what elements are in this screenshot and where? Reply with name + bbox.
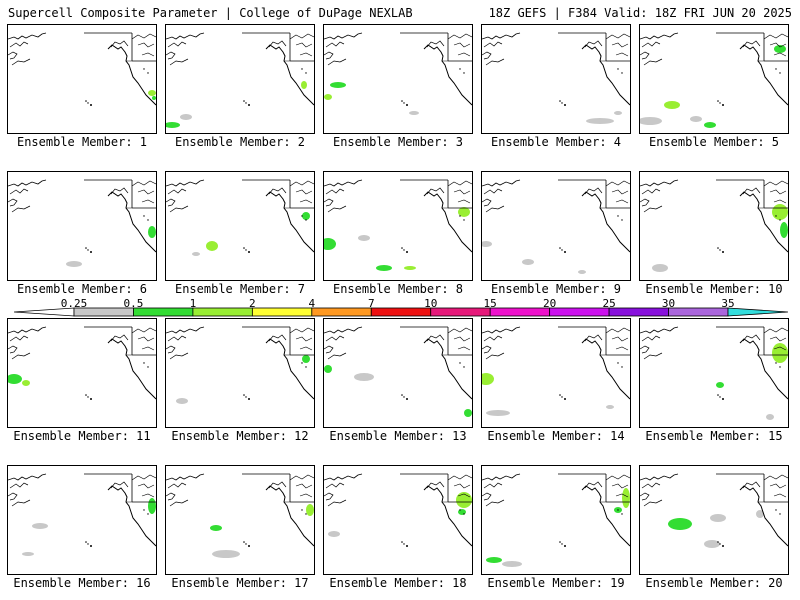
map-view (166, 32, 314, 128)
ensemble-member-map (7, 465, 157, 575)
map-view (166, 326, 314, 404)
colorbar-segment (311, 307, 372, 317)
ensemble-member-label: Ensemble Member: 17 (171, 576, 309, 590)
colorbar-segment (192, 307, 253, 317)
ensemble-member-label: Ensemble Member: 20 (645, 576, 783, 590)
ensemble-member-map (639, 24, 789, 134)
colorbar-tick-label: 20 (543, 297, 557, 310)
ensemble-member-map (481, 318, 631, 428)
ensemble-member-label: Ensemble Member: 15 (645, 429, 783, 443)
map-view (640, 32, 788, 128)
map-view (324, 326, 472, 417)
ensemble-member-map (639, 171, 789, 281)
colorbar-tick-label: 30 (661, 297, 676, 310)
colorbar-segment (608, 307, 669, 317)
ensemble-member-map (481, 465, 631, 575)
ensemble-member-map (165, 465, 315, 575)
ensemble-member-label: Ensemble Member: 3 (332, 135, 464, 149)
colorbar-tick-label: 10 (424, 297, 438, 310)
ensemble-member-label: Ensemble Member: 12 (171, 429, 309, 443)
ensemble-member-label: Ensemble Member: 9 (490, 282, 622, 296)
map-view (324, 473, 472, 547)
ensemble-member-label: Ensemble Member: 16 (13, 576, 151, 590)
map-view (324, 179, 472, 271)
colorbar-segment (549, 307, 610, 317)
ensemble-member-label: Ensemble Member: 5 (648, 135, 780, 149)
map-view (8, 179, 156, 267)
map-view (482, 473, 630, 567)
colorbar-segment (430, 307, 491, 317)
ensemble-member-label: Ensemble Member: 1 (16, 135, 148, 149)
colorbar-tick-label: 0.25 (60, 297, 88, 310)
map-view (640, 179, 788, 272)
ensemble-member-map (7, 318, 157, 428)
ensemble-member-label: Ensemble Member: 11 (13, 429, 151, 443)
run-valid-time: 18Z GEFS | F384 Valid: 18Z FRI JUN 20 20… (488, 6, 792, 20)
ensemble-member-map (481, 24, 631, 134)
ensemble-member-label: Ensemble Member: 13 (329, 429, 467, 443)
ensemble-member-label: Ensemble Member: 4 (490, 135, 622, 149)
colorbar-max-triangle (727, 307, 788, 317)
colorbar-tick-label: 7 (367, 297, 375, 310)
colorbar-tick-label: 4 (308, 297, 316, 310)
map-view (8, 473, 156, 556)
colorbar-tick-label: 35 (721, 297, 735, 310)
ensemble-member-map (7, 171, 157, 281)
map-view (482, 179, 630, 274)
ensemble-member-label: Ensemble Member: 14 (487, 429, 625, 443)
map-view (166, 473, 314, 558)
ensemble-member-label: Ensemble Member: 8 (332, 282, 464, 296)
map-view (482, 32, 630, 124)
colorbar-segment (668, 307, 729, 317)
ensemble-member-map (323, 171, 473, 281)
ensemble-member-map (165, 24, 315, 134)
map-view (482, 326, 630, 416)
colorbar-segment (251, 307, 313, 317)
map-view (640, 326, 788, 420)
ensemble-member-label: Ensemble Member: 7 (174, 282, 306, 296)
ensemble-member-map (165, 171, 315, 281)
ensemble-member-label: Ensemble Member: 19 (487, 576, 625, 590)
ensemble-member-label: Ensemble Member: 6 (16, 282, 148, 296)
colorbar-tick-label: 25 (602, 297, 616, 310)
map-view (8, 326, 156, 400)
ensemble-member-map (323, 465, 473, 575)
ensemble-member-map (481, 171, 631, 281)
ensemble-member-label: Ensemble Member: 18 (329, 576, 467, 590)
ensemble-member-map (639, 465, 789, 575)
ensemble-member-label: Ensemble Member: 10 (645, 282, 783, 296)
map-view (8, 32, 156, 106)
colorbar-tick-label: 2 (249, 297, 256, 310)
ensemble-member-map (323, 24, 473, 134)
ensemble-member-map (639, 318, 789, 428)
ensemble-member-map (323, 318, 473, 428)
map-view (166, 179, 314, 256)
map-view (324, 32, 472, 115)
colorbar-tick-label: 1 (189, 297, 197, 310)
colorbar-segment (370, 307, 432, 317)
colorbar-tick-label: 0.5 (123, 297, 144, 310)
ensemble-member-map (165, 318, 315, 428)
colorbar-tick-label: 15 (483, 297, 497, 310)
colorbar (14, 307, 788, 317)
ensemble-member-label: Ensemble Member: 2 (174, 135, 306, 149)
colorbar-segment (489, 307, 551, 317)
page-title: Supercell Composite Parameter | College … (8, 6, 413, 20)
map-view (640, 473, 788, 548)
ensemble-member-map (7, 24, 157, 134)
